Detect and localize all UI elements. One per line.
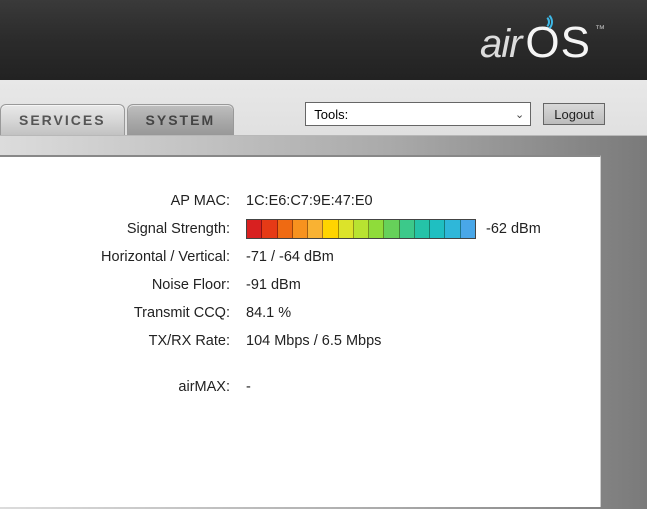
signal-segment — [278, 220, 293, 238]
signal-icon — [536, 12, 552, 28]
signal-segment — [461, 220, 475, 238]
signal-segment — [323, 220, 338, 238]
label-hv: Horizontal / Vertical: — [0, 249, 238, 265]
tab-system[interactable]: SYSTEM — [127, 104, 235, 135]
signal-segment — [415, 220, 430, 238]
tools-dropdown[interactable]: Tools: ⌄ — [305, 102, 531, 126]
value-noise-floor: -91 dBm — [238, 277, 301, 293]
status-rows: AP MAC: 1C:E6:C7:9E:47:E0 Signal Strengt… — [0, 187, 600, 401]
value-ap-mac: 1C:E6:C7:9E:47:E0 — [238, 193, 373, 209]
tab-row: SERVICES SYSTEM — [0, 97, 236, 135]
label-airmax: airMAX: — [0, 379, 238, 395]
signal-segment — [293, 220, 308, 238]
value-airmax: - — [238, 379, 251, 395]
logout-button[interactable]: Logout — [543, 103, 605, 125]
label-ccq: Transmit CCQ: — [0, 305, 238, 321]
value-ccq: 84.1 % — [238, 305, 291, 321]
signal-segment — [400, 220, 415, 238]
signal-segment — [308, 220, 323, 238]
signal-segment — [339, 220, 354, 238]
row-ccq: Transmit CCQ: 84.1 % — [0, 299, 600, 327]
row-hv: Horizontal / Vertical: -71 / -64 dBm — [0, 243, 600, 271]
value-signal-strength: -62 dBm — [486, 221, 541, 237]
row-airmax: airMAX: - — [0, 373, 600, 401]
label-noise-floor: Noise Floor: — [0, 277, 238, 293]
signal-strength-meter — [246, 219, 476, 239]
value-hv: -71 / -64 dBm — [238, 249, 334, 265]
value-txrx: 104 Mbps / 6.5 Mbps — [238, 333, 381, 349]
toolbar-strip: SERVICES SYSTEM Tools: ⌄ Logout — [0, 80, 647, 136]
signal-segment — [445, 220, 460, 238]
header-bar: air OS ™ — [0, 0, 647, 80]
signal-segment — [384, 220, 399, 238]
row-txrx: TX/RX Rate: 104 Mbps / 6.5 Mbps — [0, 327, 600, 355]
chevron-down-icon: ⌄ — [515, 108, 524, 121]
row-ap-mac: AP MAC: 1C:E6:C7:9E:47:E0 — [0, 187, 600, 215]
signal-segment — [354, 220, 369, 238]
row-noise-floor: Noise Floor: -91 dBm — [0, 271, 600, 299]
window: air OS ™ SERVICES SYSTEM Tools: ⌄ Logout… — [0, 0, 647, 509]
toolbar-right: Tools: ⌄ Logout — [305, 102, 605, 126]
label-ap-mac: AP MAC: — [0, 193, 238, 209]
logo-air-text: air — [480, 22, 521, 67]
signal-segment — [369, 220, 384, 238]
signal-segment — [430, 220, 445, 238]
row-signal-strength: Signal Strength: -62 dBm — [0, 215, 600, 243]
tools-dropdown-label: Tools: — [314, 107, 348, 122]
label-txrx: TX/RX Rate: — [0, 333, 238, 349]
brand-logo: air OS ™ — [480, 18, 605, 68]
label-signal-strength: Signal Strength: — [0, 221, 238, 237]
signal-segment — [247, 220, 262, 238]
logo-tm: ™ — [595, 24, 605, 35]
tab-services[interactable]: SERVICES — [0, 104, 125, 135]
signal-segment — [262, 220, 277, 238]
status-panel: AP MAC: 1C:E6:C7:9E:47:E0 Signal Strengt… — [0, 155, 601, 507]
